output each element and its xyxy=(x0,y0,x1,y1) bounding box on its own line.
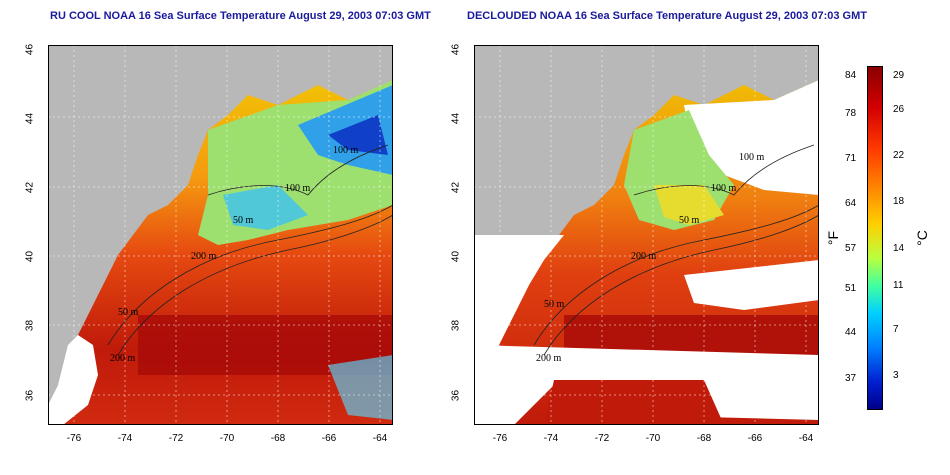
fahrenheit-tick: 78 xyxy=(845,108,857,119)
lon-tick: -72 xyxy=(594,433,610,444)
lat-tick: 44 xyxy=(24,112,36,125)
celsius-tick: 29 xyxy=(893,70,905,81)
fahrenheit-tick: 37 xyxy=(845,373,857,384)
celsius-tick: 3 xyxy=(893,370,899,381)
celsius-tick: 22 xyxy=(893,150,905,161)
right-map-title: DECLOUDED NOAA 16 Sea Surface Temperatur… xyxy=(467,10,867,22)
fahrenheit-tick: 84 xyxy=(845,70,857,81)
lat-lon-grid xyxy=(474,45,819,425)
sst-map-raw: 100 m 100 m 50 m 200 m 50 m 200 m xyxy=(48,45,393,425)
coldest-water-patch xyxy=(328,115,388,155)
lat-tick: 42 xyxy=(450,181,462,194)
sst-map-declouded: 100 m 100 m 50 m 200 m 50 m 200 m xyxy=(474,45,819,425)
lon-tick: -74 xyxy=(117,433,133,444)
fahrenheit-tick: 57 xyxy=(845,243,857,254)
celsius-axis-label: °C xyxy=(913,230,930,246)
lon-tick: -70 xyxy=(219,433,235,444)
lon-tick: -68 xyxy=(696,433,712,444)
fahrenheit-tick: 71 xyxy=(845,153,857,164)
bathymetry-contours xyxy=(107,144,393,356)
contour-label: 50 m xyxy=(118,307,139,318)
coastal-no-data xyxy=(48,335,98,425)
celsius-tick: 11 xyxy=(893,280,904,291)
land-mass xyxy=(474,45,819,405)
lon-tick: -64 xyxy=(798,433,814,444)
left-map-title: RU COOL NOAA 16 Sea Surface Temperature … xyxy=(50,10,431,22)
contour-labels: 100 m 100 m 50 m 200 m 50 m 200 m xyxy=(536,152,765,364)
sst-map-raw-canvas: 100 m 100 m 50 m 200 m 50 m 200 m xyxy=(48,45,393,425)
warm-band xyxy=(564,315,819,355)
coastal-no-data xyxy=(474,235,564,405)
lat-tick: 46 xyxy=(24,43,36,56)
contour-label: 50 m xyxy=(233,215,254,226)
lat-lon-grid xyxy=(48,45,393,425)
contour-label: 100 m xyxy=(711,183,737,194)
lat-tick: 44 xyxy=(450,112,462,125)
temperature-colorbar xyxy=(867,66,883,410)
contour-label: 50 m xyxy=(679,215,700,226)
contour-label: 200 m xyxy=(631,251,657,262)
contour-label: 200 m xyxy=(536,353,562,364)
contour-label: 100 m xyxy=(739,152,765,163)
lat-tick: 40 xyxy=(450,250,462,263)
lon-tick: -64 xyxy=(372,433,388,444)
lat-tick: 36 xyxy=(450,389,462,402)
celsius-tick: 26 xyxy=(893,104,905,115)
shelf-warm-patch xyxy=(654,185,724,225)
lon-tick: -70 xyxy=(645,433,661,444)
contour-label: 200 m xyxy=(110,353,136,364)
fahrenheit-tick: 51 xyxy=(845,283,857,294)
lat-tick: 40 xyxy=(24,250,36,263)
lat-tick: 42 xyxy=(24,181,36,194)
land-mass xyxy=(48,45,393,405)
lat-tick: 38 xyxy=(450,319,462,332)
contour-label: 50 m xyxy=(544,299,565,310)
bathymetry-contours xyxy=(533,144,819,356)
fahrenheit-axis-label: °F xyxy=(825,230,842,246)
lon-tick: -74 xyxy=(543,433,559,444)
sst-map-declouded-canvas: 100 m 100 m 50 m 200 m 50 m 200 m xyxy=(474,45,819,425)
lat-tick: 36 xyxy=(24,389,36,402)
celsius-tick: 14 xyxy=(893,243,905,254)
lon-tick: -66 xyxy=(747,433,763,444)
lon-tick: -66 xyxy=(321,433,337,444)
lat-tick: 38 xyxy=(24,319,36,332)
map-frame xyxy=(48,45,393,425)
contour-label: 100 m xyxy=(285,183,311,194)
fahrenheit-tick: 64 xyxy=(845,198,857,209)
celsius-tick: 18 xyxy=(893,196,905,207)
gulf-stream-south xyxy=(544,380,724,425)
cloud-masked-band xyxy=(684,260,819,310)
fahrenheit-tick: 44 xyxy=(845,327,857,338)
lat-tick: 46 xyxy=(450,43,462,56)
lon-tick: -76 xyxy=(66,433,82,444)
contour-label: 200 m xyxy=(191,251,217,262)
lon-tick: -76 xyxy=(492,433,508,444)
lon-tick: -72 xyxy=(168,433,184,444)
map-frame xyxy=(474,45,819,425)
celsius-tick: 7 xyxy=(893,324,899,335)
contour-label: 100 m xyxy=(333,145,359,156)
contour-labels: 100 m 100 m 50 m 200 m 50 m 200 m xyxy=(110,145,359,364)
cloud-contamination xyxy=(328,355,393,420)
shelf-cool-water xyxy=(223,185,308,230)
lon-tick: -68 xyxy=(270,433,286,444)
